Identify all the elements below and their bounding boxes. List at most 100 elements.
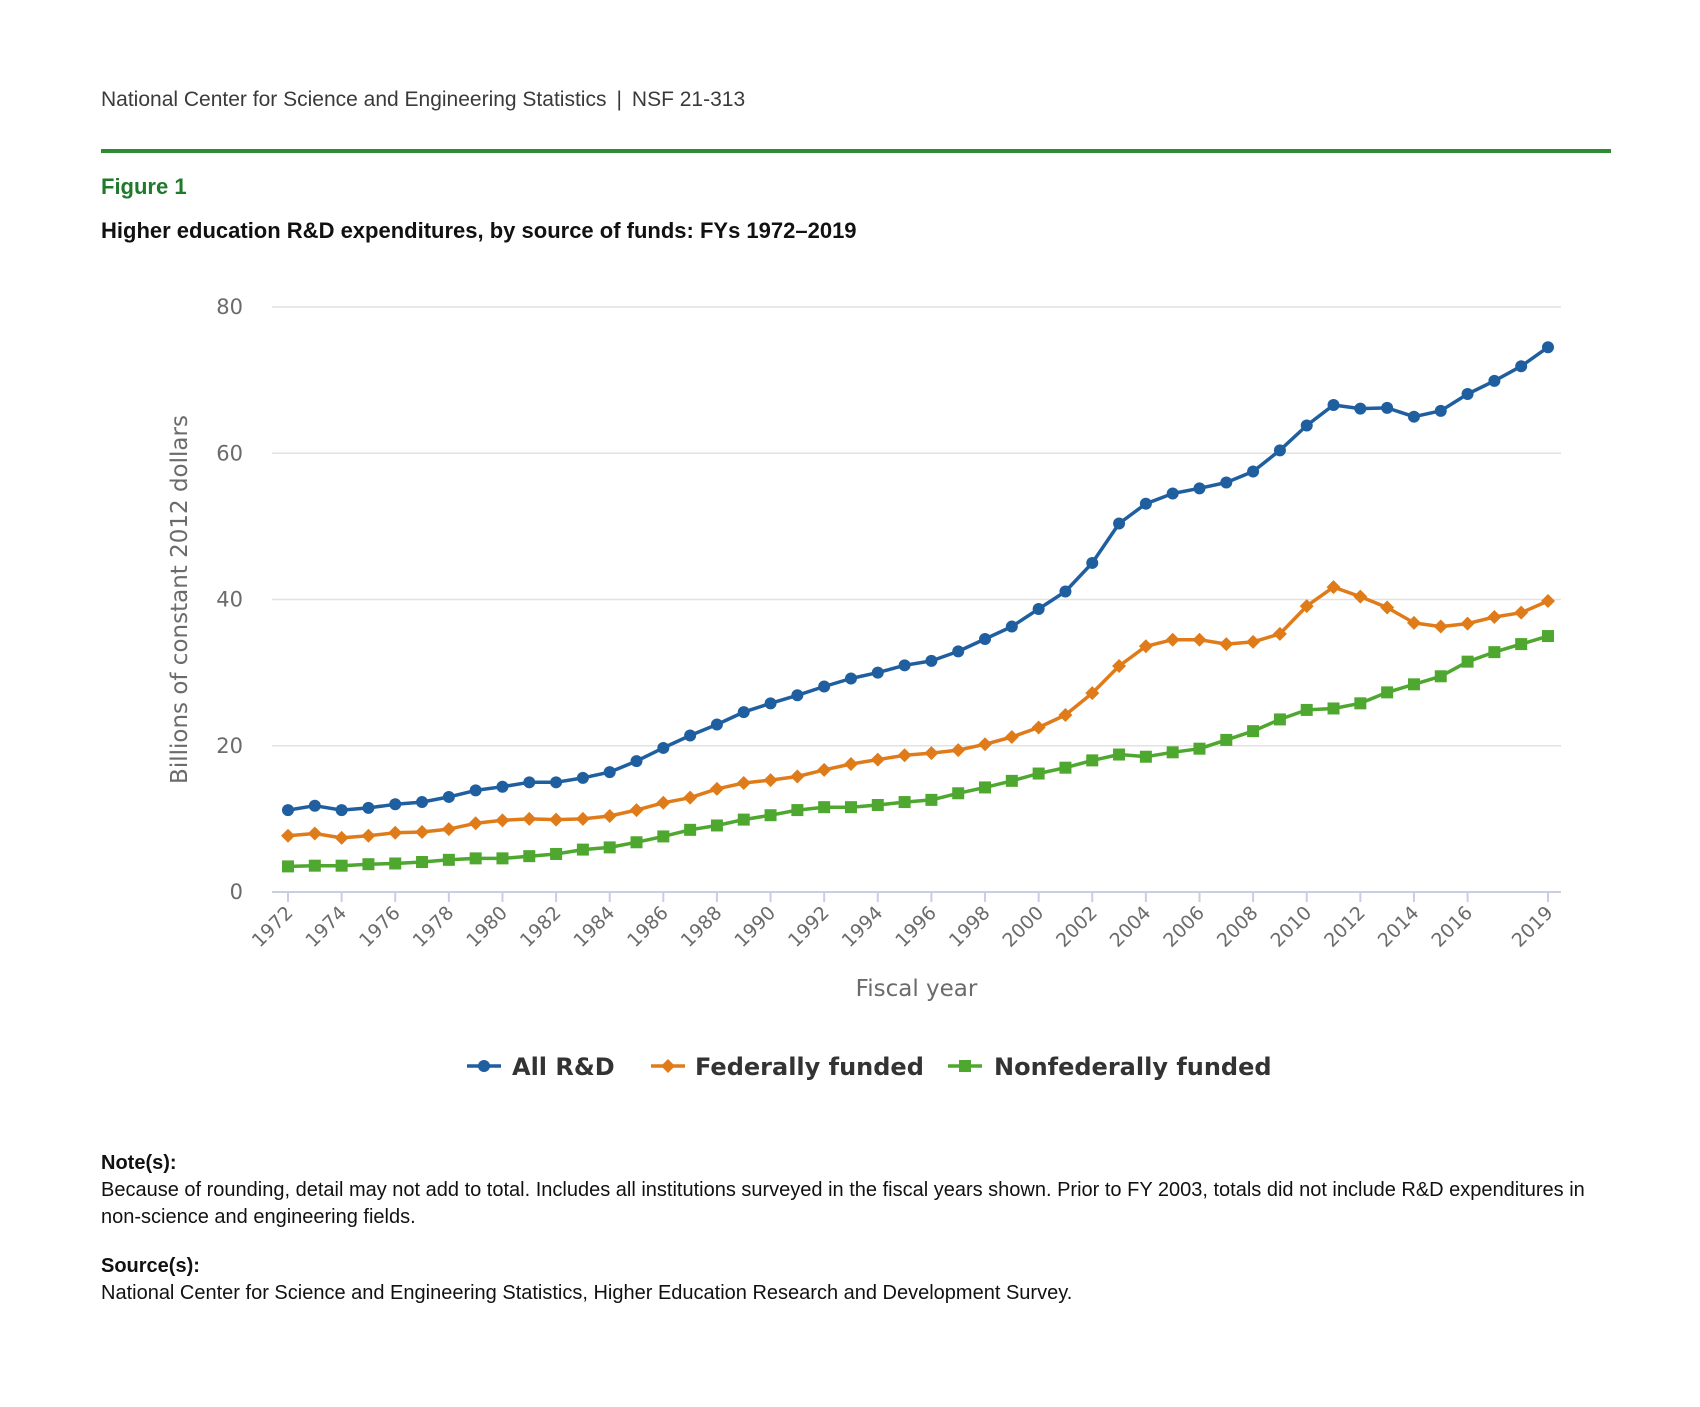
nonfederally-funded-point: Nonfederally funded 1987: 8.5: [684, 823, 697, 836]
all-rd-point: All R&D 1997: 32.9: [952, 645, 965, 658]
federally-funded-point: Federally funded 1992: 16.7: [817, 762, 832, 777]
federally-funded-point: Federally funded 2018: 38.2: [1514, 605, 1529, 620]
federally-funded-point: Federally funded 2014: 36.8: [1406, 615, 1421, 630]
source-label: Source(s):: [101, 1255, 200, 1277]
x-tick-label: 2002: [1052, 902, 1102, 952]
all-rd-point: All R&D 2006: 55.2: [1193, 482, 1206, 495]
all-rd-point: All R&D 1979: 13.9: [469, 784, 482, 797]
y-tick-label: 80: [216, 295, 243, 319]
nonfederally-funded-point: Nonfederally funded 1979: 4.6: [469, 852, 482, 865]
all-rd-point: All R&D 1982: 15: [550, 776, 563, 789]
x-tick-label: 1972: [248, 902, 298, 952]
all-rd-point: All R&D 2013: 66.2: [1381, 401, 1394, 414]
nonfederally-funded-point: Nonfederally funded 2008: 22: [1247, 725, 1260, 738]
header-report-id: NSF 21-313: [631, 88, 746, 111]
all-rd-point: All R&D 1975: 11.5: [362, 801, 375, 814]
x-tick-label: 1974: [301, 902, 351, 952]
x-tick-label: 1996: [891, 902, 941, 952]
federally-funded-point: Federally funded 1978: 8.6: [441, 822, 456, 837]
all-rd-point: All R&D 1993: 29.2: [844, 672, 857, 685]
all-rd-point: All R&D 1999: 36.3: [1005, 620, 1018, 633]
federally-funded-point: Federally funded 2003: 30.9: [1112, 659, 1127, 674]
all-rd-point: All R&D 1984: 16.4: [603, 766, 616, 779]
all-rd-point: All R&D 1977: 12.3: [416, 796, 429, 809]
all-rd-point: All R&D 1981: 15: [523, 776, 536, 789]
federally-funded-point: Federally funded 1985: 11.2: [629, 803, 644, 818]
x-axis-title: Fiscal year: [856, 976, 978, 1002]
nonfederally-funded-point: Nonfederally funded 2000: 16.2: [1032, 767, 1045, 780]
x-tick-label: 1988: [677, 902, 727, 952]
legend-label-all-rd: All R&D: [512, 1053, 615, 1081]
nonfederally-funded-point: Nonfederally funded 1985: 6.8: [630, 836, 643, 849]
header-org: National Center for Science and Engineer…: [101, 88, 607, 111]
x-tick-label: 1986: [623, 902, 673, 952]
all-rd-line: [287, 345, 1550, 812]
y-axis-title: Billions of constant 2012 dollars: [167, 415, 193, 784]
nonfederally-funded-point: Nonfederally funded 1975: 3.8: [362, 858, 375, 871]
legend-marker-federally-funded: [661, 1059, 675, 1073]
federally-funded-point: Federally funded 2007: 33.9: [1219, 637, 1234, 652]
nonfederally-funded-point: Nonfederally funded 2011: 25.1: [1327, 702, 1340, 715]
nonfederally-funded-point: Nonfederally funded 1988: 9.1: [710, 819, 723, 832]
all-rd-point: All R&D 1996: 31.6: [925, 654, 938, 667]
nonfederally-funded-point: Nonfederally funded 2010: 24.9: [1300, 703, 1313, 716]
all-rd-point: All R&D 2016: 68.1: [1461, 388, 1474, 401]
all-rd-point: All R&D 2014: 65: [1407, 410, 1420, 423]
federally-funded-point: Federally funded 1990: 15.3: [763, 773, 778, 788]
nonfederally-funded-point: Nonfederally funded 2006: 19.6: [1193, 742, 1206, 755]
all-rd-point: All R&D 1980: 14.4: [496, 780, 509, 793]
all-rd-point: All R&D 2001: 41.1: [1059, 585, 1072, 598]
y-tick-label: 0: [230, 880, 243, 904]
nonfederally-funded-point: Nonfederally funded 2019: 35: [1542, 630, 1554, 643]
nonfederally-funded-point: Nonfederally funded 1986: 7.6: [657, 830, 670, 843]
all-rd-point: All R&D 1986: 19.7: [657, 741, 670, 754]
federally-funded-point: Federally funded 1997: 19.4: [951, 743, 966, 758]
nonfederally-funded-point: Nonfederally funded 2009: 23.6: [1273, 713, 1286, 726]
federally-funded-point: Federally funded 2010: 39.1: [1299, 599, 1314, 614]
nonfederally-funded-point: Nonfederally funded 1974: 3.6: [335, 859, 348, 872]
all-rd-point: All R&D 2011: 66.6: [1327, 398, 1340, 411]
x-tick-label: 1984: [569, 902, 619, 952]
all-rd-point: All R&D 1992: 28.1: [818, 680, 831, 693]
nonfederally-funded-point: Nonfederally funded 2002: 18: [1086, 754, 1099, 767]
x-tick-label: 2014: [1374, 902, 1424, 952]
federally-funded-point: Federally funded 2013: 38.9: [1380, 600, 1395, 615]
all-rd-point: All R&D 1988: 22.9: [710, 718, 723, 731]
nonfederally-funded-point: Nonfederally funded 1989: 9.9: [737, 813, 750, 826]
nonfederally-funded-point: Nonfederally funded 1972: 3.5: [282, 860, 294, 873]
federally-funded-point: Federally funded 1984: 10.4: [602, 808, 617, 823]
nonfederally-funded-point: Nonfederally funded 1980: 4.6: [496, 852, 509, 865]
x-tick-label: 2019: [1508, 902, 1558, 952]
federally-funded-point: Federally funded 1976: 8.1: [388, 825, 403, 840]
federally-funded-point: Federally funded 1981: 10: [522, 811, 537, 826]
figure-title: Higher education R&D expenditures, by so…: [101, 218, 857, 243]
x-tick-label: 2016: [1427, 902, 1477, 952]
x-tick-label: 1978: [409, 902, 459, 952]
nonfederally-funded-point: Nonfederally funded 1996: 12.6: [925, 793, 938, 806]
all-rd-point: All R&D 1990: 25.8: [764, 697, 777, 710]
federally-funded-point: Federally funded 1977: 8.2: [415, 825, 430, 840]
legend-marker-nonfederally-funded: [959, 1060, 971, 1072]
nonfederally-funded-point: Nonfederally funded 1998: 14.3: [979, 781, 992, 794]
nonfederally-funded-point: Nonfederally funded 1995: 12.3: [898, 796, 911, 809]
nonfederally-funded-point: Nonfederally funded 1981: 4.9: [523, 850, 536, 863]
federally-funded-point: Federally funded 2016: 36.7: [1460, 616, 1475, 631]
nonfederally-funded-point: Nonfederally funded 1982: 5.2: [550, 847, 563, 860]
all-rd-point: All R&D 1978: 13: [442, 790, 455, 803]
federally-funded-point: Federally funded 2002: 27.2: [1085, 686, 1100, 701]
x-tick-label: 2000: [998, 902, 1048, 952]
x-tick-label: 1980: [462, 902, 512, 952]
nonfederally-funded-point: Nonfederally funded 1997: 13.5: [952, 787, 965, 800]
federally-funded-point: Federally funded 1995: 18.7: [897, 748, 912, 763]
federally-funded-point: Federally funded 1973: 8: [307, 826, 322, 841]
x-tick-label: 1976: [355, 902, 405, 952]
all-rd-point: All R&D 2002: 45: [1086, 556, 1099, 569]
all-rd-point: All R&D 2017: 69.9: [1488, 374, 1501, 387]
nonfederally-funded-point: Nonfederally funded 1976: 3.9: [389, 857, 402, 870]
all-rd-point: All R&D 1976: 12: [389, 798, 402, 811]
nonfederally-funded-point: Nonfederally funded 2004: 18.5: [1139, 750, 1152, 763]
federally-funded-point: Federally funded 2008: 34.2: [1246, 634, 1261, 649]
all-rd-point: All R&D 1985: 17.9: [630, 755, 643, 768]
x-tick-label: 2010: [1267, 902, 1317, 952]
note-text: Because of rounding, detail may not add …: [101, 1179, 1585, 1228]
